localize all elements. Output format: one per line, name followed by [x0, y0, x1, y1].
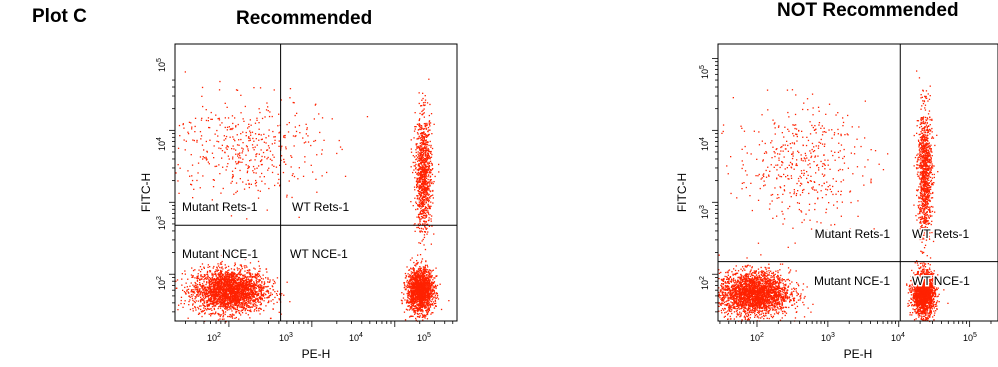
scatter-points-recommended [175, 71, 450, 323]
x-tick-label: 102 [207, 332, 221, 343]
y-axis-label: FITC-H [139, 173, 153, 212]
x-tick-label: 104 [349, 332, 363, 343]
chart-title-recommended: Recommended [236, 8, 373, 29]
y-tick-label: 104 [156, 137, 167, 151]
x-axis-label: PE-H [844, 347, 873, 361]
quadrant-label-lower-right: WT NCE-1 [290, 247, 348, 261]
plot-label: Plot C [32, 6, 87, 27]
chart-title-not-recommended: NOT Recommended [777, 0, 959, 21]
y-tick-label: 105 [156, 58, 167, 72]
y-tick-label: 105 [699, 65, 710, 79]
y-tick-label: 103 [699, 205, 710, 219]
plot-frame-recommended [174, 43, 458, 322]
quadrant-label-upper-left: Mutant Rets-1 [182, 200, 258, 214]
quadrant-label-lower-right: WT NCE-1 [912, 274, 970, 288]
x-tick-label: 103 [821, 332, 835, 343]
x-tick-label: 104 [891, 332, 905, 343]
y-axis-label: FITC-H [675, 173, 689, 212]
x-tick-label: 102 [750, 332, 764, 343]
y-tick-label: 102 [156, 276, 167, 290]
quadrant-label-lower-left: Mutant NCE-1 [814, 274, 890, 288]
quadrant-label-upper-left: Mutant Rets-1 [815, 227, 891, 241]
y-tick-label: 103 [156, 216, 167, 230]
scatter-points-not-recommended [718, 70, 949, 323]
x-tick-label: 105 [417, 332, 431, 343]
quadrant-label-lower-left: Mutant NCE-1 [182, 247, 258, 261]
y-tick-label: 104 [699, 137, 710, 151]
x-tick-label: 103 [279, 332, 293, 343]
plot-frame-not-recommended [717, 43, 998, 322]
quadrant-label-upper-right: WT Rets-1 [292, 200, 349, 214]
y-tick-label: 102 [699, 276, 710, 290]
quadrant-label-upper-right: WT Rets-1 [912, 227, 969, 241]
x-axis-label: PE-H [302, 347, 331, 361]
x-tick-label: 105 [963, 332, 977, 343]
